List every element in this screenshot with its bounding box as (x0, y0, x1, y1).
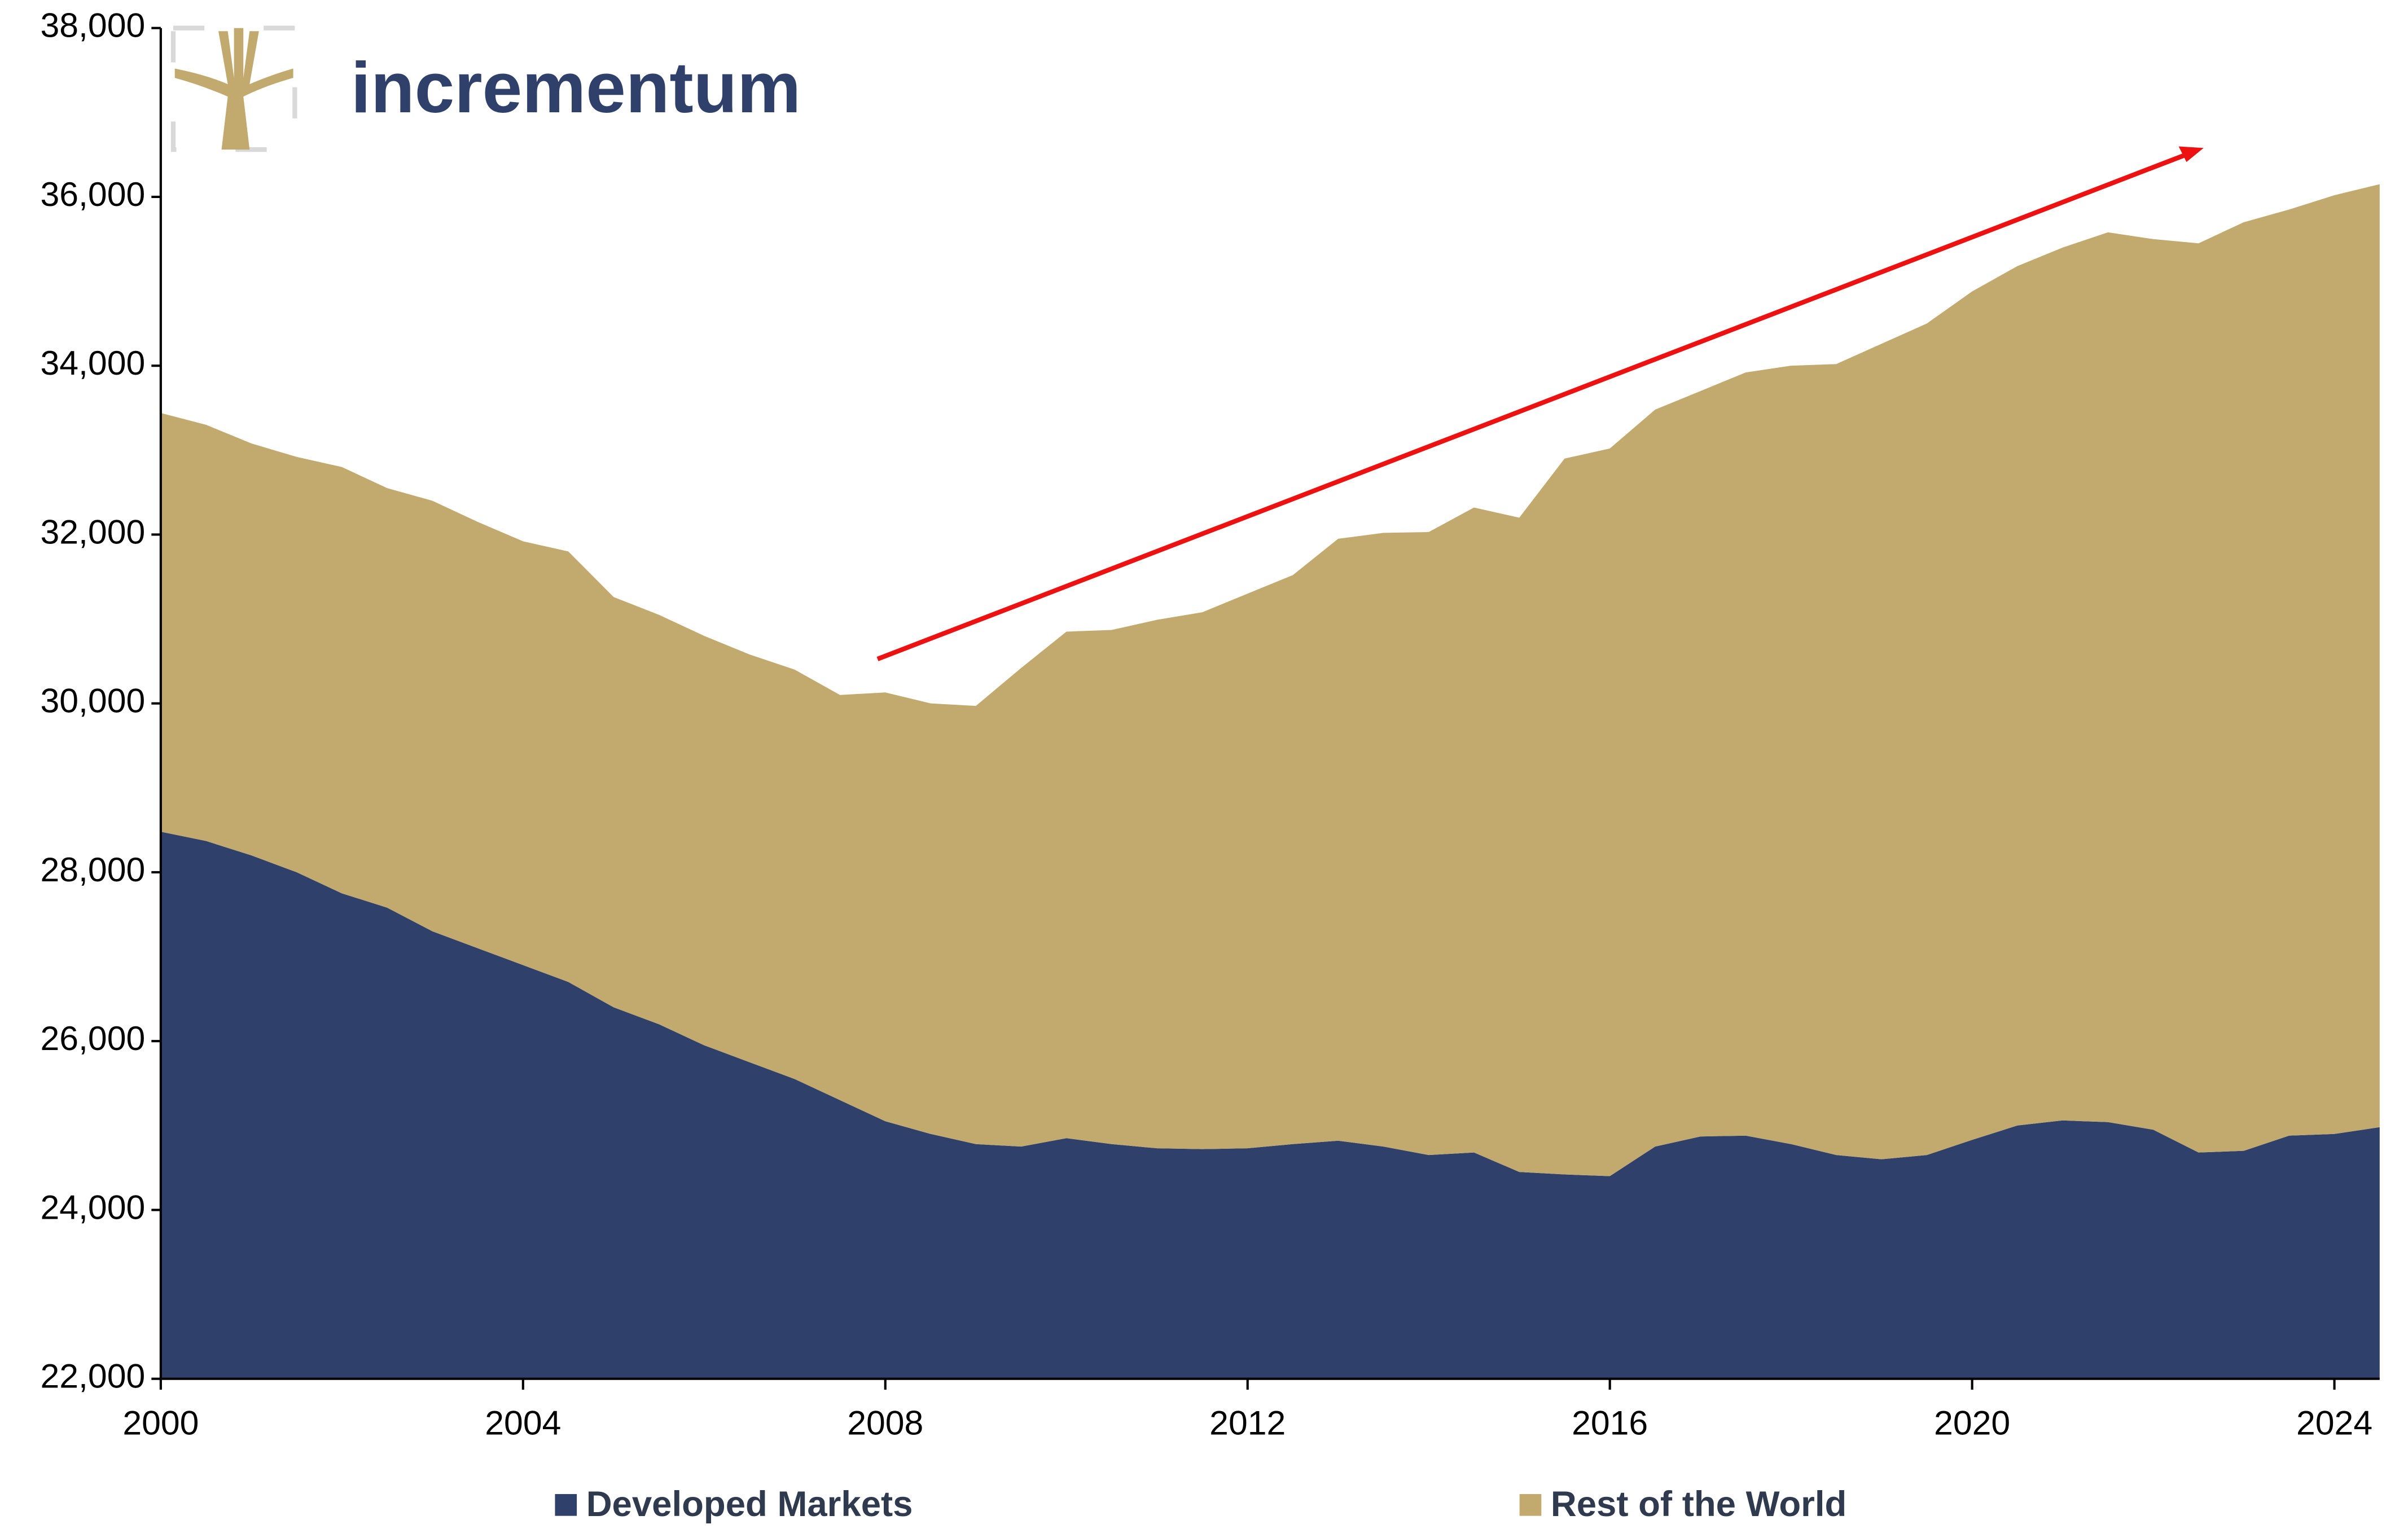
y-tick-label: 24,000 (41, 1188, 146, 1226)
y-tick-label: 22,000 (41, 1357, 146, 1395)
x-tick-label: 2020 (1934, 1404, 2010, 1442)
x-tick-label: 2016 (1572, 1404, 1648, 1442)
y-tick-label: 32,000 (41, 512, 146, 551)
y-tick-label: 26,000 (41, 1019, 146, 1057)
y-tick-label: 36,000 (41, 175, 146, 213)
logo: incrementum (170, 25, 801, 152)
trend-arrow (876, 150, 2192, 661)
legend-label: Rest of the World (1551, 1484, 1846, 1524)
y-tick-label: 38,000 (41, 6, 146, 45)
logo-tree (174, 28, 293, 150)
y-tick-label: 28,000 (41, 850, 146, 889)
logo-text: incrementum (351, 47, 801, 128)
x-tick-label: 2004 (485, 1404, 561, 1442)
legend-label: Developed Markets (586, 1484, 913, 1524)
area (160, 832, 2380, 1379)
x-tick-label: 2012 (1209, 1404, 1286, 1442)
x-tick-label: 2000 (122, 1404, 199, 1442)
y-tick-label: 30,000 (41, 682, 146, 720)
x-tick-label: 2024 (2296, 1404, 2372, 1442)
areas (160, 184, 2380, 1379)
logo-frame (170, 25, 297, 152)
x-tick-label: 2008 (847, 1404, 923, 1442)
arrow-head (2178, 146, 2204, 162)
y-tick-label: 34,000 (41, 344, 146, 382)
area (160, 184, 2380, 1176)
legend-swatch (555, 1494, 577, 1516)
legend-swatch (1519, 1494, 1542, 1516)
